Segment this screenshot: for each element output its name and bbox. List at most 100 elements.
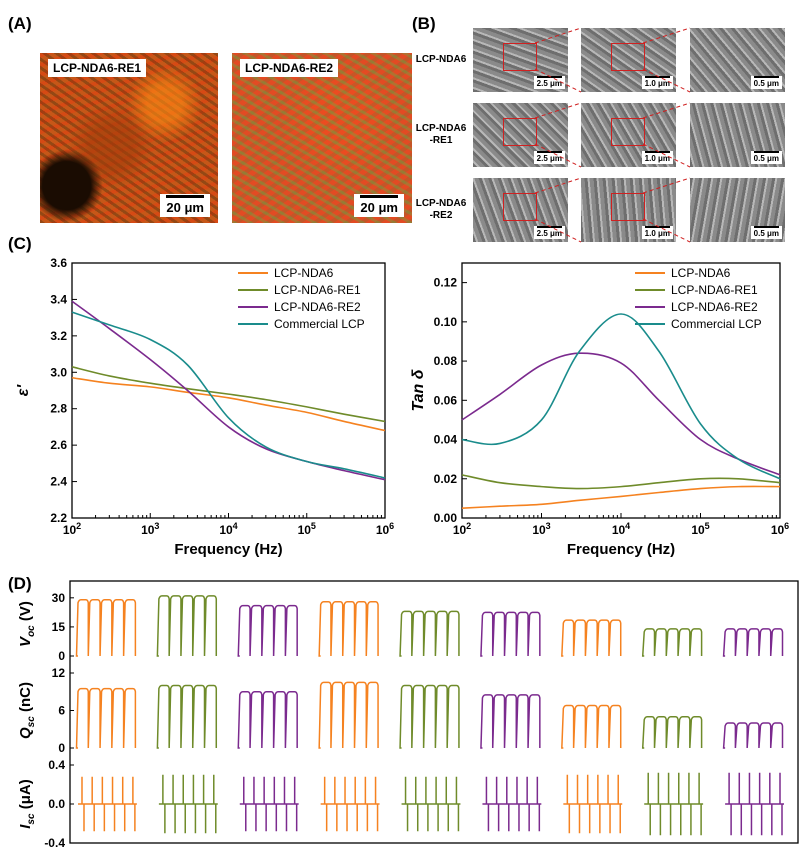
sem-image: 1.0 μm <box>581 178 676 242</box>
series-waveform <box>156 595 218 657</box>
y-tick-label: 0 <box>58 741 65 755</box>
x-tick-label: 104 <box>219 521 237 537</box>
series-line <box>71 366 386 423</box>
sem-image: 2.5 μm <box>473 178 568 242</box>
scale-bar: 0.5 μm <box>750 226 782 239</box>
series-line <box>461 474 781 490</box>
series-waveform <box>78 776 137 832</box>
y-tick-label: 0.04 <box>434 433 458 447</box>
y-tick-label: 0.02 <box>434 472 458 486</box>
panel-label-b: (B) <box>412 14 436 33</box>
sem-image: 0.5 μm <box>690 178 785 242</box>
y-tick-label: 3.0 <box>50 365 67 379</box>
loss-tangent-chart: 102 103 104 105 106 0.00 0.02 0.04 0.06 0.08 0.10 0… <box>410 262 789 558</box>
dielectric-constant-chart: 102 103 104 105 106 2.2 2.4 2.6 2.8 3.0 3.2 3.4 3.6 F… <box>15 256 394 558</box>
sem-image: 1.0 μm <box>581 28 676 92</box>
legend-label: Commercial LCP <box>671 317 762 331</box>
series-waveform <box>641 628 703 657</box>
y-tick-label: 2.4 <box>50 475 67 489</box>
series-waveform <box>725 772 784 836</box>
sem-image: 0.5 μm <box>690 28 785 92</box>
y-axis-label: Isc (μA) <box>17 779 37 828</box>
micrograph-label: LCP-NDA6-RE2 <box>240 59 339 77</box>
y-axis-label: ε' <box>15 384 32 397</box>
series-waveform <box>722 628 784 657</box>
x-tick-label: 103 <box>141 521 159 537</box>
y-tick-label: 2.8 <box>50 402 67 416</box>
series-waveform <box>561 619 622 657</box>
zoom-region-box <box>611 118 645 146</box>
x-axis-label: Frequency (Hz) <box>174 541 282 558</box>
series-waveform <box>401 776 461 832</box>
legend-label: LCP-NDA6-RE1 <box>671 283 758 297</box>
y-tick-label: 15 <box>52 620 66 634</box>
scale-bar: 0.5 μm <box>750 151 782 164</box>
series-line <box>71 300 386 481</box>
legend-label: LCP-NDA6-RE1 <box>274 283 361 297</box>
panel-label-a: (A) <box>8 14 32 33</box>
series-waveform <box>75 599 137 657</box>
y-tick-label: 0.06 <box>434 393 458 407</box>
scale-bar: 0.5 μm <box>750 76 782 89</box>
scale-bar: 2.5 μm <box>533 226 565 239</box>
sem-image: 2.5 μm <box>473 28 568 92</box>
y-tick-label: 2.2 <box>50 511 67 525</box>
y-tick-label: 0.0 <box>48 797 65 811</box>
x-tick-label: 105 <box>298 521 316 537</box>
zoom-region-box <box>611 193 645 221</box>
sem-row-label: LCP-NDA6 -RE1 <box>415 123 467 146</box>
series-waveform <box>320 776 380 832</box>
series-waveform <box>156 684 218 749</box>
scale-bar: 20 μm <box>160 194 210 217</box>
y-tick-label: 30 <box>52 591 66 605</box>
series-waveform <box>480 611 541 657</box>
y-tick-label: 3.6 <box>50 256 67 270</box>
legend-label: LCP-NDA6-RE2 <box>671 300 758 314</box>
y-axis-label: Voc (V) <box>17 601 37 647</box>
sem-image: 2.5 μm <box>473 103 568 167</box>
y-tick-label: 2.6 <box>50 438 67 452</box>
series-line <box>71 376 386 432</box>
scale-bar: 1.0 μm <box>641 151 673 164</box>
series-waveform <box>399 610 460 657</box>
zoom-region-box <box>503 193 537 221</box>
y-tick-label: 6 <box>58 704 65 718</box>
legend-label: LCP-NDA6-RE2 <box>274 300 361 314</box>
x-tick-label: 105 <box>691 521 709 537</box>
series-waveform <box>158 774 218 834</box>
series-waveform <box>641 716 703 749</box>
legend-label: LCP-NDA6 <box>671 266 731 280</box>
scale-bar: 1.0 μm <box>641 76 673 89</box>
micrograph-re2: LCP-NDA6-RE2 20 μm <box>232 53 412 223</box>
plot-frame <box>69 580 799 844</box>
legend-label: Commercial LCP <box>274 317 365 331</box>
series-waveform <box>318 600 379 657</box>
y-tick-label: 0.10 <box>434 315 458 329</box>
micrograph-re1: LCP-NDA6-RE1 20 μm <box>40 53 218 223</box>
scale-bar: 2.5 μm <box>533 151 565 164</box>
series-waveform <box>561 704 622 749</box>
panel-label-c: (C) <box>8 234 32 253</box>
x-tick-label: 106 <box>771 521 789 537</box>
series-waveform <box>237 604 298 657</box>
y-tick-label: 0 <box>58 649 65 663</box>
series-waveform <box>644 772 704 836</box>
zoom-region-box <box>503 43 537 71</box>
scale-bar: 1.0 μm <box>641 226 673 239</box>
y-tick-label: 3.4 <box>50 292 67 306</box>
series-waveform <box>563 774 623 834</box>
y-tick-label: 0.08 <box>434 354 458 368</box>
series-waveform <box>75 687 137 749</box>
series-waveform <box>399 684 460 749</box>
y-tick-label: 12 <box>52 666 66 680</box>
y-tick-label: -0.4 <box>44 836 65 850</box>
series-waveform <box>482 776 542 832</box>
x-tick-label: 104 <box>612 521 630 537</box>
x-tick-label: 102 <box>63 521 81 537</box>
y-axis-label: Tan δ <box>410 369 427 411</box>
scale-bar: 20 μm <box>354 194 404 217</box>
series-waveform <box>318 681 379 749</box>
series-waveform <box>480 694 541 749</box>
panel-label-d: (D) <box>8 574 32 593</box>
